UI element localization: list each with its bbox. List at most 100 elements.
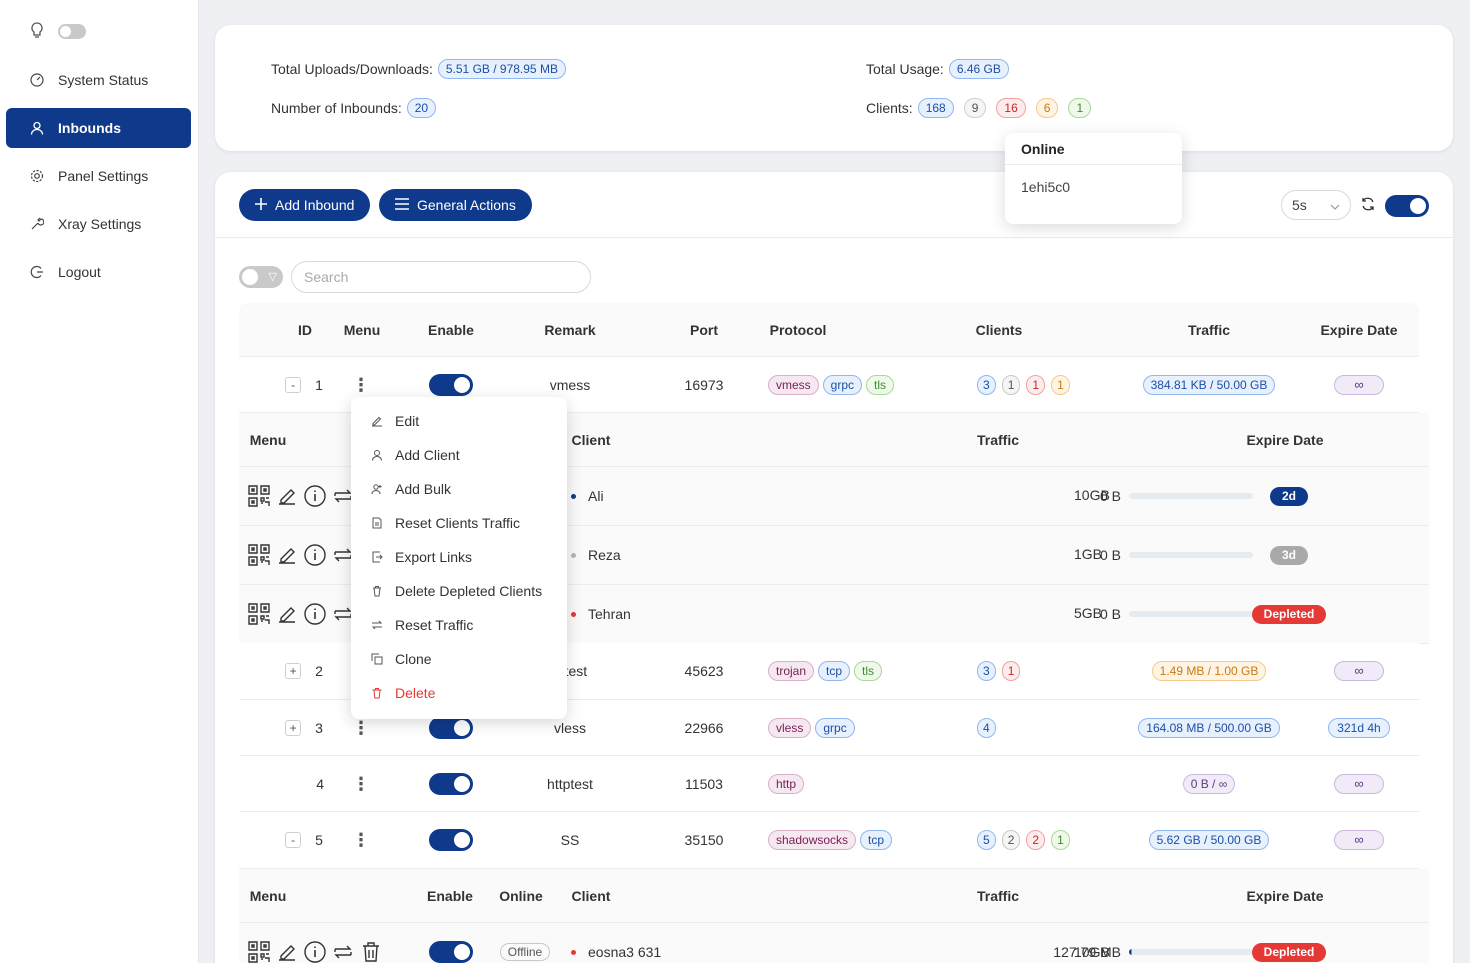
general-actions-button[interactable]: General Actions [379,189,532,221]
qrcode-icon[interactable] [248,485,270,507]
info-icon[interactable] [304,485,326,507]
network-tag: grpc [815,717,855,738]
count-badge[interactable]: 1 [1026,374,1046,395]
refresh-icon[interactable] [1360,196,1376,212]
count-badge[interactable]: 1 [1001,661,1021,681]
menu-item-delete-depleted-clients[interactable]: Delete Depleted Clients [351,574,567,608]
more-icon[interactable]: ⋮ [352,773,370,794]
sidebar-item-label: Panel Settings [58,168,149,184]
clients-disabled-badge[interactable]: 9 [963,98,987,118]
menu-item-add-client[interactable]: Add Client [351,438,567,472]
count-badge[interactable]: 2 [1001,830,1021,850]
qrcode-icon[interactable] [248,603,270,625]
user-icon [30,121,44,135]
delete-icon[interactable] [360,941,382,963]
traffic-tag: 384.81 KB / 50.00 GB [1142,374,1276,395]
enable-switch[interactable] [429,923,473,963]
count-badge[interactable]: 1 [1051,374,1070,395]
enable-switch[interactable] [429,700,473,755]
enable-switch[interactable] [429,357,473,412]
menu-item-reset-clients-traffic[interactable]: Reset Clients Traffic [351,506,567,540]
menu-item-delete[interactable]: Delete [351,676,567,710]
info-icon[interactable] [304,603,326,625]
expand-button[interactable]: + [285,719,302,736]
dark-mode-toggle[interactable] [58,23,86,39]
retweet-icon[interactable] [332,603,354,625]
count-badge[interactable]: 5 [977,830,996,850]
uploads-value: 5.51 GB / 978.95 MB [437,59,566,79]
sidebar-item-inbounds[interactable]: Inbounds [6,108,191,148]
sidebar-item-logout[interactable]: Logout [6,252,191,292]
col-remark[interactable]: Remark [544,321,596,338]
clients-expiring-badge[interactable]: 6 [1035,98,1059,118]
protocol-tags: http [768,756,948,811]
expire-text: Depleted [1251,942,1327,962]
protocol-tags: vmess grpc tls [768,357,948,412]
search-input[interactable] [291,261,591,293]
qrcode-icon[interactable] [248,544,270,566]
count-badge[interactable]: 3 [977,374,996,395]
expire-text: 3d [1269,545,1308,565]
edit-icon[interactable] [276,941,298,963]
sidebar-item-panel-settings[interactable]: Panel Settings [6,156,191,196]
menu-item-add-bulk[interactable]: Add Bulk [351,472,567,506]
sidebar-item-system-status[interactable]: System Status [6,60,191,100]
bulb-icon [30,22,44,40]
edit-icon[interactable] [276,485,298,507]
enable-switch[interactable] [429,756,473,811]
sidebar-item-label: Xray Settings [58,216,142,232]
auto-refresh-toggle[interactable] [1385,195,1429,217]
network-tag: grpc [822,374,863,395]
col-id[interactable]: ID [298,321,312,338]
more-icon[interactable]: ⋮ [352,830,370,850]
more-icon[interactable]: ⋮ [352,717,370,738]
sub-col-online: Online [499,887,543,904]
filter-icon: ▽ [268,271,277,283]
menu-item-export-links[interactable]: Export Links [351,540,567,574]
info-icon[interactable] [304,941,326,963]
add-inbound-button[interactable]: Add Inbound [239,189,371,221]
expire-value: ∞ [1314,643,1404,699]
retweet-icon[interactable] [332,485,354,507]
edit-icon[interactable] [276,603,298,625]
edit-icon[interactable] [276,544,298,566]
clients-stat: Clients: 168 9 16 6 1 [866,98,1092,118]
enable-switch[interactable] [429,812,473,868]
sidebar-item-xray-settings[interactable]: Xray Settings [6,204,191,244]
port-value: 22966 [684,719,724,736]
count-badge[interactable]: 3 [977,661,996,681]
expand-button[interactable]: + [285,663,302,679]
qrcode-icon[interactable] [248,941,270,963]
count-badge[interactable]: 1 [1051,830,1070,850]
usage-value: 6.46 GB [948,59,1009,79]
count-badge[interactable]: 4 [977,717,996,738]
filter-toggle[interactable]: ▽ [239,266,283,288]
clients-depleted-badge[interactable]: 16 [996,98,1026,118]
collapse-button[interactable]: - [285,376,302,393]
menu-item-reset-traffic[interactable]: Reset Traffic [351,608,567,642]
col-port[interactable]: Port [690,321,718,338]
expire-badge: 3d [1249,526,1329,584]
info-icon[interactable] [304,544,326,566]
retweet-icon[interactable] [332,544,354,566]
subtable-header: Menu Enable Online Client Traffic Expire… [239,869,1429,923]
count-badge[interactable]: 2 [1026,830,1046,850]
menu-item-edit[interactable]: Edit [351,404,567,438]
clients-total-badge[interactable]: 168 [917,98,954,118]
col-traffic[interactable]: Traffic [1187,321,1230,338]
retweet-icon[interactable] [332,941,354,963]
collapse-button[interactable]: - [285,832,302,848]
expire-tag: ∞ [1334,773,1384,794]
id-value: 3 [315,719,323,736]
refresh-interval-select[interactable]: 5s [1281,190,1351,220]
traffic-bar [1125,526,1257,584]
count-badge[interactable]: 1 [1001,374,1021,395]
clients-online-badge[interactable]: 1 [1068,98,1092,118]
menu-item-clone[interactable]: Clone [351,642,567,676]
client-name: eosna3 631 [571,923,691,963]
more-icon[interactable]: ⋮ [352,374,370,395]
id-value: 1 [315,376,323,393]
col-expire[interactable]: Expire Date [1320,321,1398,338]
traffic-total: 5GB [1074,605,1103,621]
